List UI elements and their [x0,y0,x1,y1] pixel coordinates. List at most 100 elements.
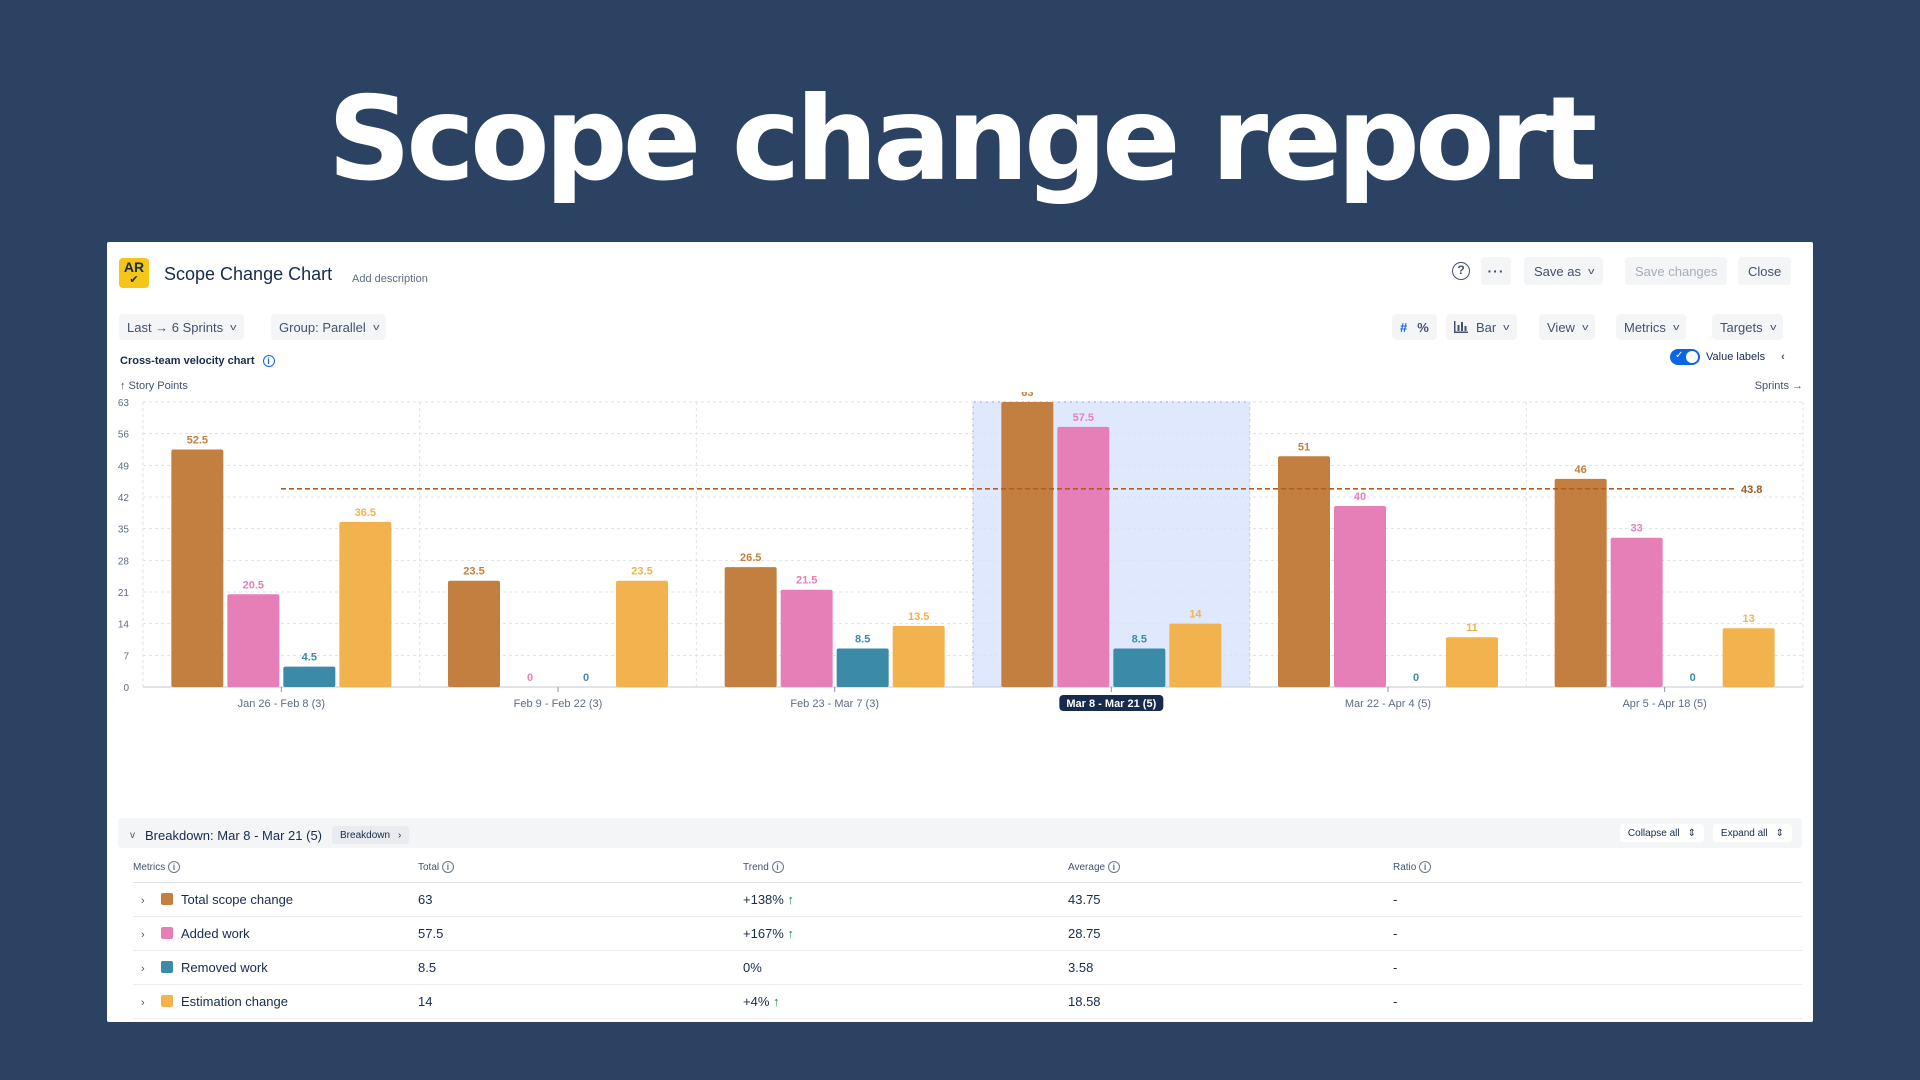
save-as-button[interactable]: Save as v [1524,257,1604,285]
average-cell: 3.58 [1068,950,1393,985]
bar-value-label: 8.5 [855,634,870,646]
view-dropdown[interactable]: View v [1539,314,1596,340]
value-labels-toggle[interactable]: ✓ [1670,349,1700,365]
chart-title: Cross-team velocity chart i [120,355,275,367]
bar-value-label: 23.5 [463,566,484,578]
value-labels-label: Value labels [1706,351,1766,363]
table-row[interactable]: › Removed work 8.5 0% 3.58- [133,950,1802,985]
chevron-right-icon[interactable]: › [141,962,145,975]
breakdown-title: Breakdown: Mar 8 - Mar 21 (5) [145,827,323,843]
bar-value-label: 26.5 [740,552,761,564]
table-row[interactable]: › Estimation change 14 +4% ↑ 18.58- [133,984,1802,1019]
chevron-down-icon: v [1769,322,1777,332]
targets-label: Targets [1720,319,1763,335]
bar-chart: 0 7 14 21 28 35 42 49 56 63 52.5 20.5 4.5 36.5 Jan 26 … [118,392,1804,711]
chevron-down-icon: v [372,322,380,332]
trend-value: +167% [743,925,784,941]
more-icon: ··· [1487,263,1505,279]
save-as-label: Save as [1534,263,1581,279]
bar [1722,628,1775,687]
chevron-right-icon[interactable]: › [141,996,145,1009]
bar-value-label: 23.5 [631,566,652,578]
info-icon[interactable]: i [441,860,454,873]
column-header: Metrics i [133,852,418,883]
y-axis-label: ↑ Story Points [120,380,188,392]
y-tick-label: 14 [118,620,130,631]
metrics-label: Metrics [1624,319,1666,335]
trend-cell: 0% [743,950,1068,985]
info-icon[interactable]: i [1107,860,1120,873]
group-dropdown[interactable]: Group: Parallel v [271,314,387,340]
arrow-up-icon: ↑ [787,925,794,941]
series-swatch [161,960,173,973]
collapse-all-button[interactable]: Collapse all ⇕ [1619,824,1704,842]
bar [836,648,889,687]
chart-type-dropdown[interactable]: Bar v [1446,314,1517,340]
expand-all-label: Expand all [1720,827,1768,839]
save-changes-button[interactable]: Save changes [1625,257,1728,285]
bar-value-label: 36.5 [355,507,376,519]
sprint-range-dropdown[interactable]: Last → 6 Sprints v [119,314,244,340]
bar-value-label: 0 [527,672,533,684]
table-row[interactable]: › Added work 57.5 +167% ↑ 28.75- [133,916,1802,951]
bar-value-label: 13 [1743,613,1755,625]
y-tick-label: 0 [123,683,129,694]
arrow-up-icon: ↑ [773,993,780,1009]
collapse-icon: ⇕ [1687,827,1696,839]
x-tick-label: Feb 9 - Feb 22 (3) [514,698,603,710]
arrow-up-icon: ↑ [787,891,794,907]
targets-dropdown[interactable]: Targets v [1712,314,1784,340]
bar [283,666,336,687]
bar-value-label: 46 [1575,464,1587,476]
table-row[interactable]: › Total scope change 63 +138% ↑ 43.75- [133,882,1802,917]
info-icon[interactable]: i [262,355,275,367]
value-format-toggle[interactable]: # % [1392,314,1437,340]
bar [1278,456,1330,687]
x-tick-label: Feb 23 - Mar 7 (3) [790,698,879,710]
more-button[interactable]: ··· [1481,257,1511,285]
breakdown-button[interactable]: Breakdown › [332,826,410,844]
bar-value-label: 14 [1189,609,1202,621]
info-icon[interactable]: i [168,860,181,873]
group-label: Group: Parallel [279,319,366,335]
close-button[interactable]: Close [1738,257,1792,285]
expand-icon: ⇕ [1775,827,1784,839]
bar-value-label: 0 [1690,672,1696,684]
table-header-row: Metrics i Total i Trend i Average i Rati… [133,852,1802,883]
bar-value-label: 52.5 [187,435,208,447]
logo-text: AR [123,259,145,275]
chevron-down-icon[interactable]: v [130,829,135,841]
chevron-right-icon[interactable]: › [141,928,145,941]
chevron-left-icon[interactable]: ‹ [1781,351,1785,363]
x-tick-label: Mar 22 - Apr 4 (5) [1345,698,1431,710]
series-swatch [161,994,173,1007]
bar [1001,402,1054,687]
percent-icon[interactable]: % [1417,319,1429,335]
metric-cell: › Removed work [133,950,418,985]
bar-value-label: 4.5 [302,652,317,664]
bar [227,594,280,687]
bar [1057,426,1110,687]
chevron-down-icon: v [1582,322,1589,332]
bar [892,625,945,687]
view-label: View [1547,319,1575,335]
bar-value-label: 0 [583,672,589,684]
expand-all-button[interactable]: Expand all ⇕ [1712,824,1792,842]
info-icon[interactable]: i [1419,860,1432,873]
metrics-dropdown[interactable]: Metrics v [1616,314,1687,340]
total-cell: 14 [418,984,743,1019]
info-icon[interactable]: i [771,860,784,873]
number-icon[interactable]: # [1400,319,1408,335]
average-cell: 18.58 [1068,984,1393,1019]
breakdown-header: v Breakdown: Mar 8 - Mar 21 (5) Breakdow… [130,826,410,844]
chevron-right-icon[interactable]: › [141,894,145,907]
chevron-down-icon: v [230,322,237,332]
logo-check-icon: ✔ [129,274,139,286]
bar [1113,648,1166,687]
trend-cell: +167% ↑ [743,916,1068,951]
bar [1334,506,1386,687]
help-button[interactable]: ? [1446,257,1476,285]
bar [1446,637,1498,687]
bar [171,449,224,687]
add-description-link[interactable]: Add description [352,273,428,285]
